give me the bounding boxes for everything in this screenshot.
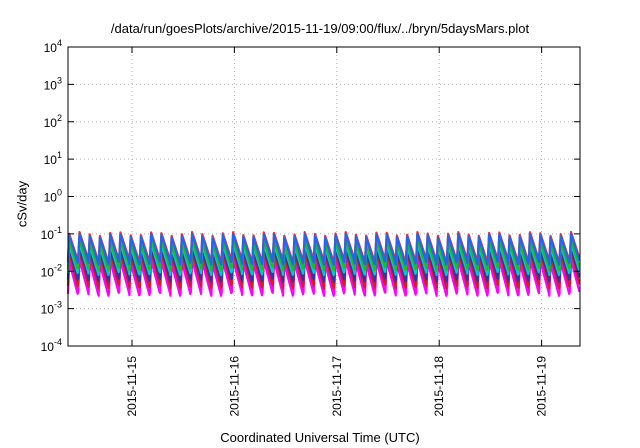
x-tick-label: 2015-11-16 [227, 356, 241, 417]
y-tick-label: 101 [44, 150, 62, 167]
x-tick-label: 2015-11-17 [330, 356, 344, 417]
data-series [66, 230, 581, 297]
y-tick-label: 10-2 [41, 262, 62, 279]
y-tick-label: 104 [44, 38, 62, 55]
axis-ticks: 10-4 10-3 10-2 10-1 100 101 102 103 104 2015-11-1… [41, 38, 580, 417]
x-axis-label: Coordinated Universal Time (UTC) [220, 430, 420, 445]
x-tick-label: 2015-11-19 [535, 356, 549, 417]
y-axis-label: cSv/day [14, 180, 30, 228]
y-tick-label: 103 [44, 75, 62, 92]
x-tick-label: 2015-11-18 [432, 356, 446, 417]
y-tick-label: 100 [44, 188, 62, 205]
y-tick-label: 10-1 [41, 225, 62, 242]
x-tick-label: 2015-11-15 [125, 356, 139, 417]
series-line [66, 232, 581, 266]
chart-title: /data/run/goesPlots/archive/2015-11-19/0… [110, 21, 530, 36]
y-tick-label: 102 [44, 113, 62, 130]
grid-lines [68, 47, 580, 346]
y-tick-label: 10-4 [41, 337, 62, 354]
y-tick-label: 10-3 [41, 300, 62, 317]
